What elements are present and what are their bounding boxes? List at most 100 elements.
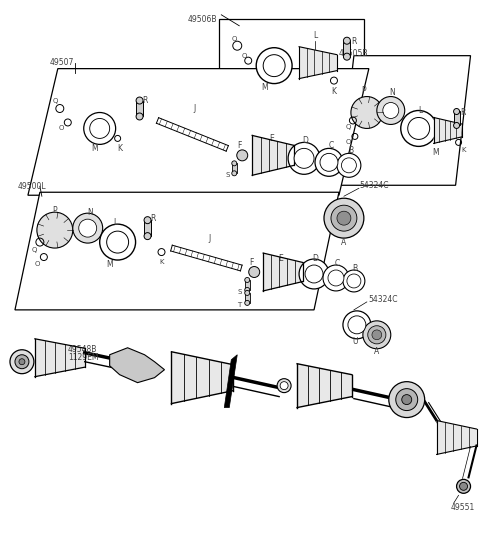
Text: O: O <box>59 125 64 131</box>
Polygon shape <box>109 348 165 383</box>
Text: 49500L: 49500L <box>18 182 47 191</box>
Circle shape <box>15 355 29 369</box>
Text: E: E <box>279 254 284 263</box>
Circle shape <box>343 53 350 60</box>
Polygon shape <box>35 339 85 377</box>
Text: E: E <box>269 134 274 143</box>
Text: T: T <box>237 302 241 308</box>
Circle shape <box>347 274 361 288</box>
Text: R: R <box>460 108 465 117</box>
Text: R: R <box>351 37 357 46</box>
Circle shape <box>263 55 285 77</box>
Text: J: J <box>208 233 210 243</box>
Text: A: A <box>374 348 380 356</box>
Circle shape <box>280 382 288 390</box>
Bar <box>454 111 459 125</box>
Bar <box>232 163 237 173</box>
Circle shape <box>396 389 418 411</box>
Text: 49506B: 49506B <box>188 15 217 24</box>
Circle shape <box>245 300 250 305</box>
Text: C: C <box>328 141 334 150</box>
Circle shape <box>372 330 382 340</box>
Text: 1129EM: 1129EM <box>68 353 98 362</box>
Circle shape <box>343 37 350 44</box>
Circle shape <box>299 259 329 289</box>
Text: Q: Q <box>345 124 350 130</box>
Text: 49551: 49551 <box>451 503 475 512</box>
Text: Q: Q <box>231 36 237 42</box>
Circle shape <box>454 109 459 115</box>
Text: A: A <box>341 238 347 247</box>
Circle shape <box>383 103 399 118</box>
Circle shape <box>348 316 366 334</box>
Polygon shape <box>433 117 462 143</box>
Circle shape <box>144 217 151 224</box>
Circle shape <box>288 142 320 174</box>
Polygon shape <box>219 19 364 105</box>
Text: P: P <box>52 206 57 214</box>
Text: L: L <box>313 31 317 40</box>
Circle shape <box>136 97 143 104</box>
Circle shape <box>79 219 96 237</box>
Text: F: F <box>237 141 241 150</box>
Circle shape <box>320 153 338 171</box>
Circle shape <box>245 291 250 295</box>
Text: D: D <box>312 254 318 263</box>
Text: K: K <box>117 144 122 153</box>
Text: M: M <box>432 148 439 157</box>
Text: M: M <box>91 144 98 153</box>
Bar <box>136 100 143 117</box>
Polygon shape <box>252 135 294 175</box>
Circle shape <box>402 395 412 405</box>
Text: M: M <box>261 83 267 92</box>
Circle shape <box>10 350 34 374</box>
Polygon shape <box>171 352 233 403</box>
Circle shape <box>456 479 470 493</box>
Text: P: P <box>361 86 366 95</box>
Circle shape <box>331 205 357 231</box>
Text: M: M <box>107 260 113 269</box>
Circle shape <box>84 112 116 144</box>
Text: B: B <box>352 263 358 273</box>
Circle shape <box>343 270 365 292</box>
Circle shape <box>315 148 343 176</box>
Text: C: C <box>335 258 339 268</box>
Polygon shape <box>437 420 477 454</box>
Circle shape <box>245 287 250 293</box>
Circle shape <box>454 123 459 129</box>
Circle shape <box>337 211 351 225</box>
Polygon shape <box>15 192 339 310</box>
Text: O: O <box>241 53 247 59</box>
Text: O: O <box>34 261 39 267</box>
Text: Q: Q <box>52 98 58 104</box>
Polygon shape <box>339 56 470 185</box>
Circle shape <box>401 111 437 147</box>
Polygon shape <box>28 68 369 195</box>
Circle shape <box>37 212 73 248</box>
Polygon shape <box>297 364 352 408</box>
Circle shape <box>341 158 356 173</box>
Text: Q: Q <box>31 247 36 253</box>
Text: 54324C: 54324C <box>369 295 398 305</box>
Text: R: R <box>150 213 155 223</box>
Text: F: F <box>249 257 253 267</box>
Circle shape <box>144 232 151 239</box>
Bar <box>144 220 151 236</box>
Text: B: B <box>348 146 353 155</box>
Circle shape <box>305 265 323 283</box>
Circle shape <box>377 97 405 124</box>
Circle shape <box>245 277 250 282</box>
Bar <box>245 280 250 290</box>
Bar <box>245 293 250 303</box>
Circle shape <box>389 382 425 418</box>
Text: 54324C: 54324C <box>359 181 388 190</box>
Text: K: K <box>461 147 466 153</box>
Polygon shape <box>263 253 303 291</box>
Circle shape <box>100 224 135 260</box>
Text: 49505B: 49505B <box>339 49 369 58</box>
Circle shape <box>324 198 364 238</box>
Circle shape <box>19 359 25 365</box>
Circle shape <box>249 267 260 277</box>
Text: R: R <box>142 96 147 105</box>
Circle shape <box>343 311 371 339</box>
